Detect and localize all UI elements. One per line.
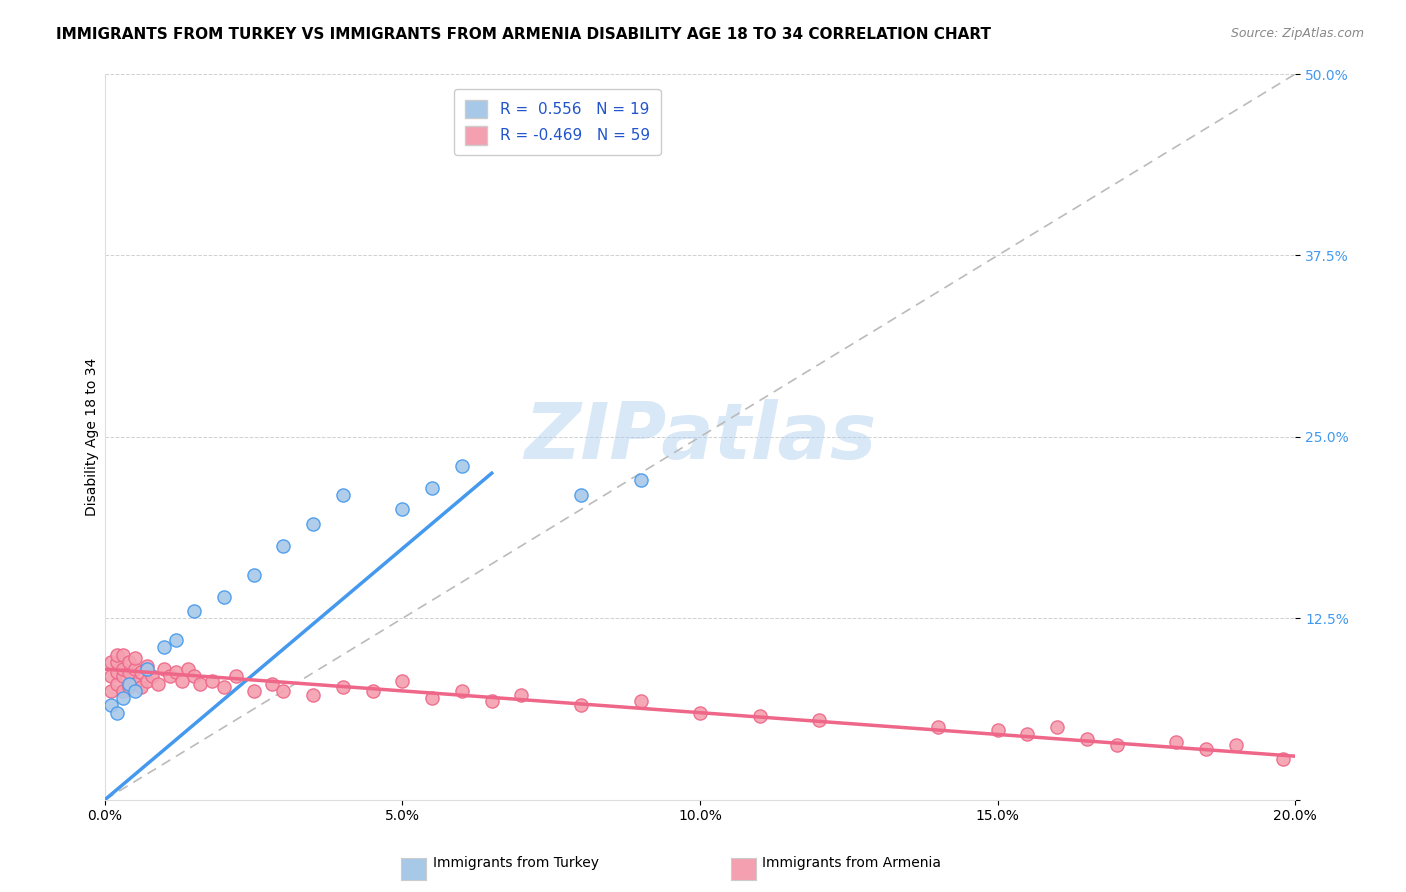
Point [111,662,134,676]
Point [302,688,325,702]
Point [105,676,128,690]
Point [225,669,247,683]
Point [129,665,152,679]
Point [420,481,443,495]
Point [159,669,181,683]
Point [111,691,134,706]
Point [260,676,283,690]
Point [1195,742,1218,756]
Point [118,665,141,679]
Text: IMMIGRANTS FROM TURKEY VS IMMIGRANTS FROM ARMENIA DISABILITY AGE 18 TO 34 CORREL: IMMIGRANTS FROM TURKEY VS IMMIGRANTS FRO… [56,27,991,42]
Point [201,673,224,688]
Point [135,662,157,676]
Point [1105,738,1128,752]
Point [124,650,146,665]
Point [273,539,295,553]
Point [1166,735,1188,749]
Point [135,673,157,688]
Point [177,662,200,676]
Point [273,684,295,698]
Y-axis label: Disability Age 18 to 34: Disability Age 18 to 34 [86,358,100,516]
Point [135,659,157,673]
Point [183,604,205,618]
Legend: R =  0.556   N = 19, R = -0.469   N = 59: R = 0.556 N = 19, R = -0.469 N = 59 [454,89,661,155]
Point [129,680,152,694]
Point [927,720,949,734]
Point [481,694,503,708]
Point [451,458,474,473]
Point [808,713,831,727]
Point [242,567,264,582]
Point [212,680,235,694]
Point [569,488,592,502]
Point [165,665,187,679]
Text: Source: ZipAtlas.com: Source: ZipAtlas.com [1230,27,1364,40]
Point [153,662,176,676]
Point [105,706,128,720]
Point [118,676,141,690]
Text: ZIPatlas: ZIPatlas [524,399,876,475]
Point [420,691,443,706]
Point [302,516,325,531]
Text: Immigrants from Armenia: Immigrants from Armenia [762,855,941,870]
Point [124,684,146,698]
Point [118,680,141,694]
Point [100,684,122,698]
Point [172,673,194,688]
Point [361,684,384,698]
Point [100,655,122,669]
Point [332,488,354,502]
Point [242,684,264,698]
Point [118,655,141,669]
Point [1272,752,1295,766]
Point [630,694,652,708]
Point [748,708,770,723]
Point [391,502,413,516]
Point [100,698,122,713]
Point [183,669,205,683]
Point [105,655,128,669]
Point [165,633,187,648]
Point [124,676,146,690]
Point [1225,738,1247,752]
Point [153,640,176,655]
Point [630,474,652,488]
Point [111,648,134,662]
Point [1076,731,1098,746]
Point [105,665,128,679]
Point [111,669,134,683]
Point [1046,720,1069,734]
Point [569,698,592,713]
Point [124,662,146,676]
Point [689,706,711,720]
Point [1017,727,1039,741]
Point [332,680,354,694]
Point [987,723,1010,737]
Point [188,676,211,690]
Text: Immigrants from Turkey: Immigrants from Turkey [433,855,599,870]
Point [111,684,134,698]
Point [105,648,128,662]
Point [100,669,122,683]
Point [141,669,163,683]
Point [212,590,235,604]
Point [148,676,170,690]
Point [510,688,533,702]
Point [391,673,413,688]
Point [451,684,474,698]
